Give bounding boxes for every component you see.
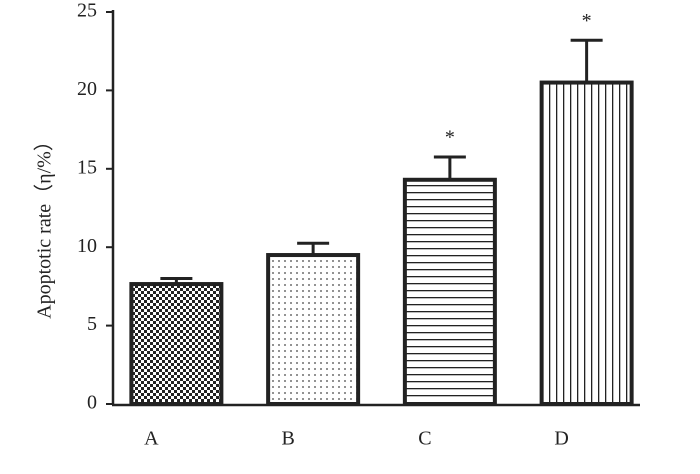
bar bbox=[402, 177, 497, 406]
bar bbox=[266, 253, 361, 406]
y-tick-label: 0 bbox=[87, 392, 97, 414]
significance-marker: * bbox=[445, 127, 455, 149]
x-tick-label: A bbox=[144, 428, 159, 450]
y-tick-label: 20 bbox=[77, 78, 97, 100]
significance-marker: * bbox=[582, 10, 592, 32]
bar bbox=[539, 80, 634, 406]
y-tick-label: 25 bbox=[77, 0, 97, 22]
y-axis-label: Apoptotic rate（η/%） bbox=[33, 131, 56, 319]
y-tick-label: 5 bbox=[87, 313, 97, 335]
y-tick-label: 10 bbox=[77, 235, 97, 257]
x-tick-label: B bbox=[281, 428, 294, 450]
bar bbox=[129, 282, 224, 407]
x-tick-label: C bbox=[418, 428, 431, 450]
y-tick-label: 15 bbox=[77, 156, 97, 178]
x-tick-label: D bbox=[554, 428, 568, 450]
